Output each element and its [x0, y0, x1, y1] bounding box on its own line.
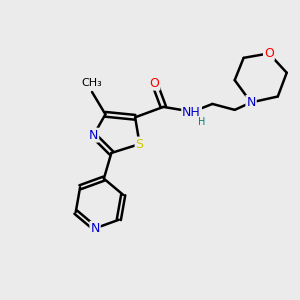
Text: N: N — [90, 222, 100, 235]
Text: CH₃: CH₃ — [82, 78, 102, 88]
Text: S: S — [136, 138, 144, 151]
Text: O: O — [264, 47, 274, 60]
Text: H: H — [198, 117, 205, 127]
Text: NH: NH — [182, 106, 201, 119]
Text: N: N — [89, 129, 98, 142]
Text: N: N — [246, 96, 256, 109]
Text: O: O — [149, 76, 159, 90]
